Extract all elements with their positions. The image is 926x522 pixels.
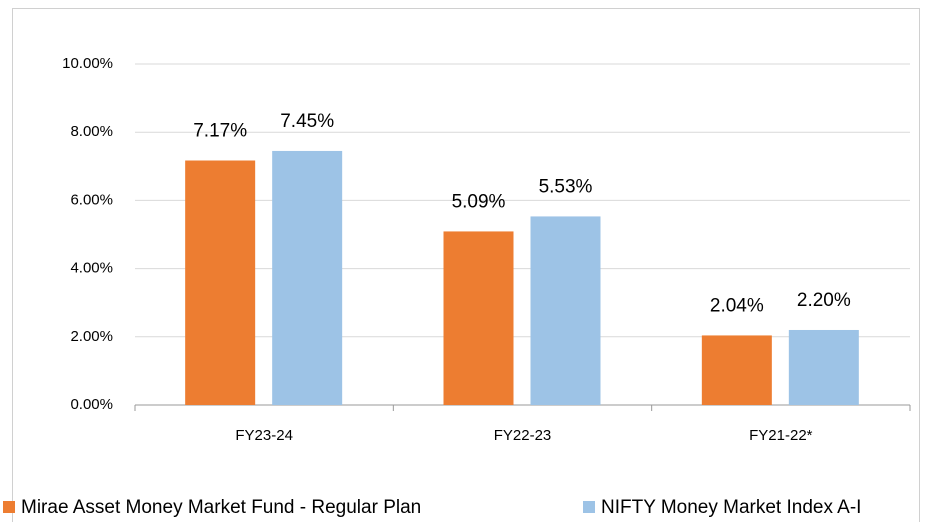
x-tick-label: FY23-24 <box>235 427 293 444</box>
y-tick-label: 4.00% <box>70 260 113 277</box>
data-label: 7.17% <box>193 121 247 142</box>
data-label: 2.20% <box>797 290 851 311</box>
legend-swatch <box>3 501 15 513</box>
y-tick-label: 0.00% <box>70 396 113 413</box>
legend-label: Mirae Asset Money Market Fund - Regular … <box>21 497 421 518</box>
bar <box>272 150 343 405</box>
data-label: 2.04% <box>710 295 764 316</box>
x-tick-label: FY21-22* <box>749 427 813 444</box>
bar <box>185 160 256 405</box>
legend-label: NIFTY Money Market Index A-I <box>601 497 861 518</box>
bar <box>443 231 514 405</box>
x-tick-label: FY22-23 <box>494 427 552 444</box>
data-label: 5.09% <box>452 191 506 212</box>
y-tick-label: 10.00% <box>62 55 113 72</box>
bar <box>530 216 601 405</box>
bar <box>701 335 772 405</box>
y-tick-label: 8.00% <box>70 123 113 140</box>
y-tick-label: 2.00% <box>70 328 113 345</box>
data-label: 7.45% <box>280 111 334 132</box>
legend-swatch <box>583 501 595 513</box>
bar <box>788 329 859 405</box>
y-tick-label: 6.00% <box>70 191 113 208</box>
data-label: 5.53% <box>539 176 593 197</box>
